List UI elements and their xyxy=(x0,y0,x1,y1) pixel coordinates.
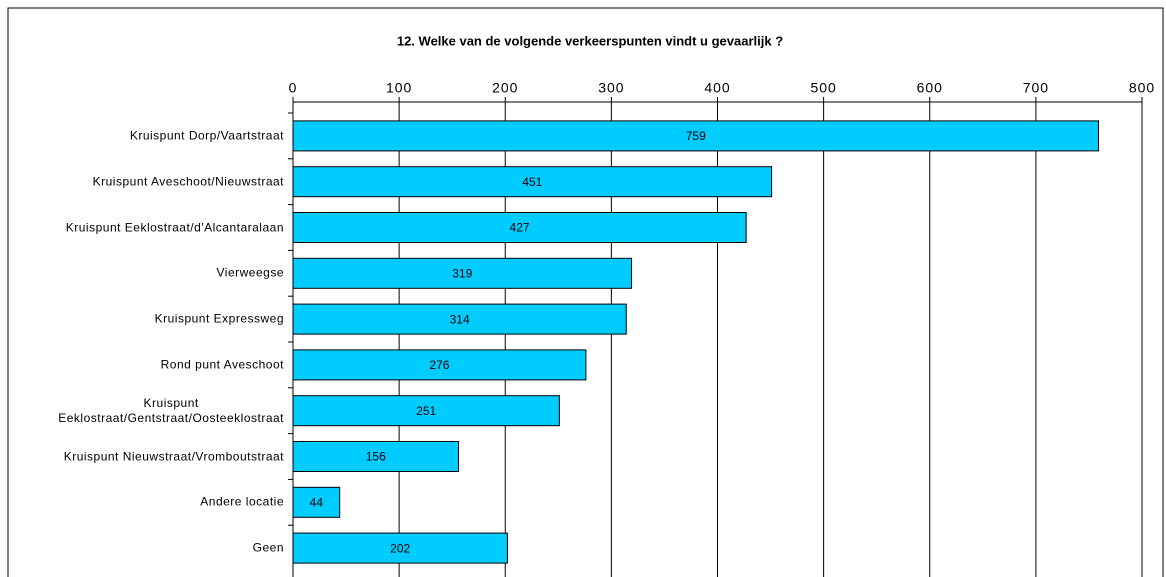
x-tick-label: 300 xyxy=(598,80,624,96)
category-label-row: Geen xyxy=(253,541,284,556)
x-tick-label: 500 xyxy=(810,80,836,96)
data-label: 319 xyxy=(452,266,472,280)
y-tick-label: Rond punt Aveschoot xyxy=(160,357,284,372)
category-label-row: Kruispunt Expressweg xyxy=(155,312,284,327)
category-label-row: Kruispunt Eeklostraat/d'Alcantaralaan xyxy=(66,220,284,235)
data-label: 759 xyxy=(686,129,706,143)
y-tick-label: Vierweegse xyxy=(216,265,284,280)
category-label-row: Kruispunt Dorp/Vaartstraat xyxy=(130,128,284,143)
data-label: 202 xyxy=(390,541,410,555)
data-label: 427 xyxy=(510,221,530,235)
data-label: 314 xyxy=(450,312,470,326)
data-label: 44 xyxy=(310,495,324,509)
y-tick-label: Kruispunt Aveschoot/Nieuwstraat xyxy=(92,174,284,189)
data-label: 251 xyxy=(416,404,436,418)
data-label: 156 xyxy=(366,450,386,464)
data-label: 276 xyxy=(429,358,449,372)
data-label: 451 xyxy=(522,175,542,189)
y-tick-label: Andere locatie xyxy=(200,494,284,509)
category-label-row: Kruispunt Nieuwstraat/Vromboutstraat xyxy=(64,449,284,464)
x-tick-label: 400 xyxy=(704,80,730,96)
category-label-row: Andere locatie xyxy=(200,495,284,510)
x-tick-label: 600 xyxy=(917,80,943,96)
y-tick-label: Kruispunt Dorp/Vaartstraat xyxy=(129,128,284,143)
bar xyxy=(292,257,633,289)
x-tick-label: 700 xyxy=(1023,80,1049,96)
bar xyxy=(292,212,747,243)
bar xyxy=(292,303,627,335)
category-label-row: Kruispunt Aveschoot/Nieuwstraat xyxy=(93,174,284,189)
y-tick-label: Kruispunt Nieuwstraat/Vromboutstraat xyxy=(63,449,284,463)
category-label-row: Rond punt Aveschoot xyxy=(161,357,284,372)
bar xyxy=(292,441,460,472)
bar xyxy=(292,395,560,427)
category-label-row: Kruispunt Eeklostraat/Gentstraat/Oosteek… xyxy=(58,396,284,426)
x-tick-label: 200 xyxy=(492,80,518,96)
y-tick-label: Kruispunt Expressweg xyxy=(154,311,284,326)
x-tick-label: 800 xyxy=(1129,80,1155,96)
bar xyxy=(292,532,508,564)
bar xyxy=(292,486,341,518)
y-tick-label: Kruispunt Eeklostraat/d'Alcantaralaan xyxy=(65,220,284,234)
y-tick-label: Geen xyxy=(252,540,284,555)
bar xyxy=(292,349,587,381)
chart-frame xyxy=(7,7,1164,577)
category-label-row: Vierweegse xyxy=(217,266,284,281)
chart-title: 12. Welke van de volgende verkeerspunten… xyxy=(397,33,783,48)
x-tick-label: 100 xyxy=(386,80,412,96)
bar xyxy=(292,166,773,198)
y-tick-label: Kruispunt Eeklostraat/Gentstraat/Oosteek… xyxy=(58,395,284,425)
x-tick-label: 0 xyxy=(289,80,298,96)
